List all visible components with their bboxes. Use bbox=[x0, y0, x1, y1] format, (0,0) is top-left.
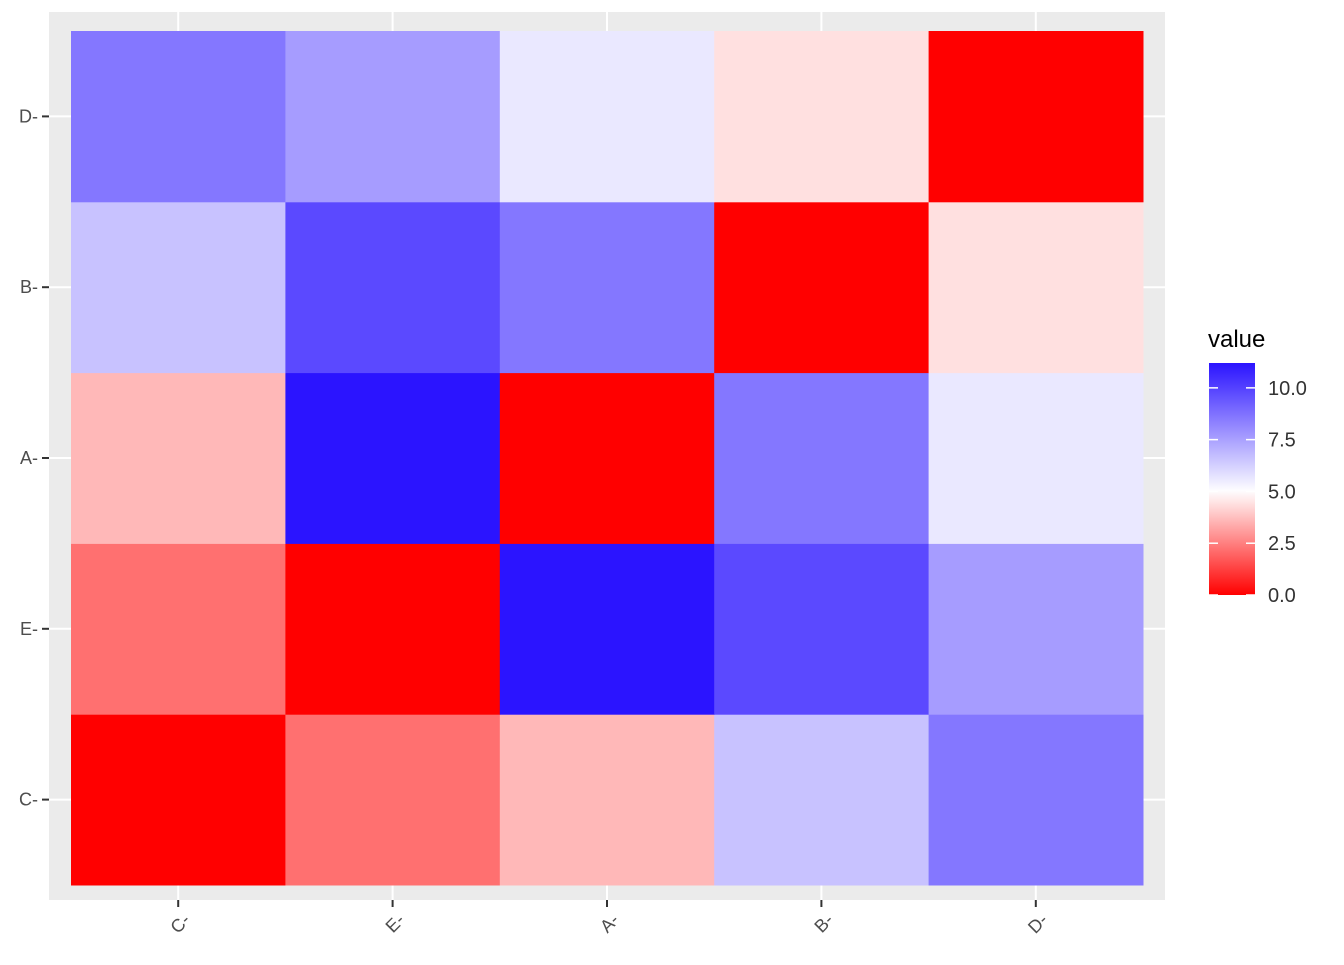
legend: value 0.0 2.5 5.0 7.5 10.0 bbox=[1208, 326, 1307, 607]
heatmap-cell-E-C bbox=[285, 714, 501, 886]
heatmap-cell-D-E bbox=[928, 543, 1144, 715]
y-tick-label: C- bbox=[19, 790, 38, 810]
heatmap-cell-C-D bbox=[71, 31, 286, 203]
heatmap-cell-B-D bbox=[714, 31, 930, 203]
legend-title: value bbox=[1208, 326, 1265, 353]
x-tick-label: A- bbox=[596, 910, 623, 937]
legend-tick-label: 2.5 bbox=[1268, 533, 1296, 555]
heatmap-cell-C-A bbox=[71, 372, 286, 544]
x-tick-label: D- bbox=[1024, 910, 1052, 938]
x-axis: C- E- A- B- D- bbox=[167, 900, 1052, 937]
legend-ticks: 0.0 2.5 5.0 7.5 10.0 bbox=[1209, 378, 1307, 607]
y-tick-label: E- bbox=[20, 619, 38, 639]
heatmap-cell-A-E bbox=[499, 543, 715, 715]
y-tick-label: B- bbox=[20, 277, 38, 297]
heatmap-cell-C-E bbox=[71, 543, 286, 715]
legend-tick-label: 0.0 bbox=[1268, 585, 1296, 607]
heatmap-cell-A-D bbox=[499, 31, 715, 203]
legend-colorbar bbox=[1209, 363, 1255, 595]
heatmap-cell-B-E bbox=[714, 543, 930, 715]
y-axis: C- E- A- B- D- bbox=[19, 106, 49, 810]
heatmap-cell-B-A bbox=[714, 372, 930, 544]
x-tick-label: C- bbox=[167, 910, 195, 938]
legend-tick-label: 10.0 bbox=[1268, 378, 1307, 400]
heatmap-cell-E-A bbox=[285, 372, 501, 544]
heatmap-cell-C-B bbox=[71, 201, 286, 374]
heatmap-cell-D-C bbox=[928, 714, 1144, 886]
heatmap-tiles bbox=[71, 31, 1144, 886]
heatmap-cell-B-C bbox=[714, 714, 930, 886]
heatmap-cell-D-A bbox=[928, 372, 1144, 544]
y-tick-label: A- bbox=[20, 448, 38, 468]
heatmap-cell-A-A bbox=[499, 372, 715, 544]
heatmap-cell-D-D bbox=[928, 31, 1144, 203]
heatmap-cell-D-B bbox=[928, 201, 1144, 374]
heatmap-cell-A-B bbox=[499, 201, 715, 374]
heatmap-cell-C-C bbox=[71, 714, 286, 886]
y-tick-label: D- bbox=[19, 106, 38, 126]
heatmap-cell-E-E bbox=[285, 543, 501, 715]
heatmap-cell-A-C bbox=[499, 714, 715, 886]
x-tick-label: E- bbox=[382, 910, 409, 937]
heatmap-cell-B-B bbox=[714, 201, 930, 374]
legend-tick-label: 5.0 bbox=[1268, 481, 1296, 503]
legend-tick-label: 7.5 bbox=[1268, 430, 1296, 452]
x-tick-label: B- bbox=[810, 910, 837, 937]
heatmap-cell-E-B bbox=[285, 201, 501, 374]
heatmap-cell-E-D bbox=[285, 31, 501, 203]
